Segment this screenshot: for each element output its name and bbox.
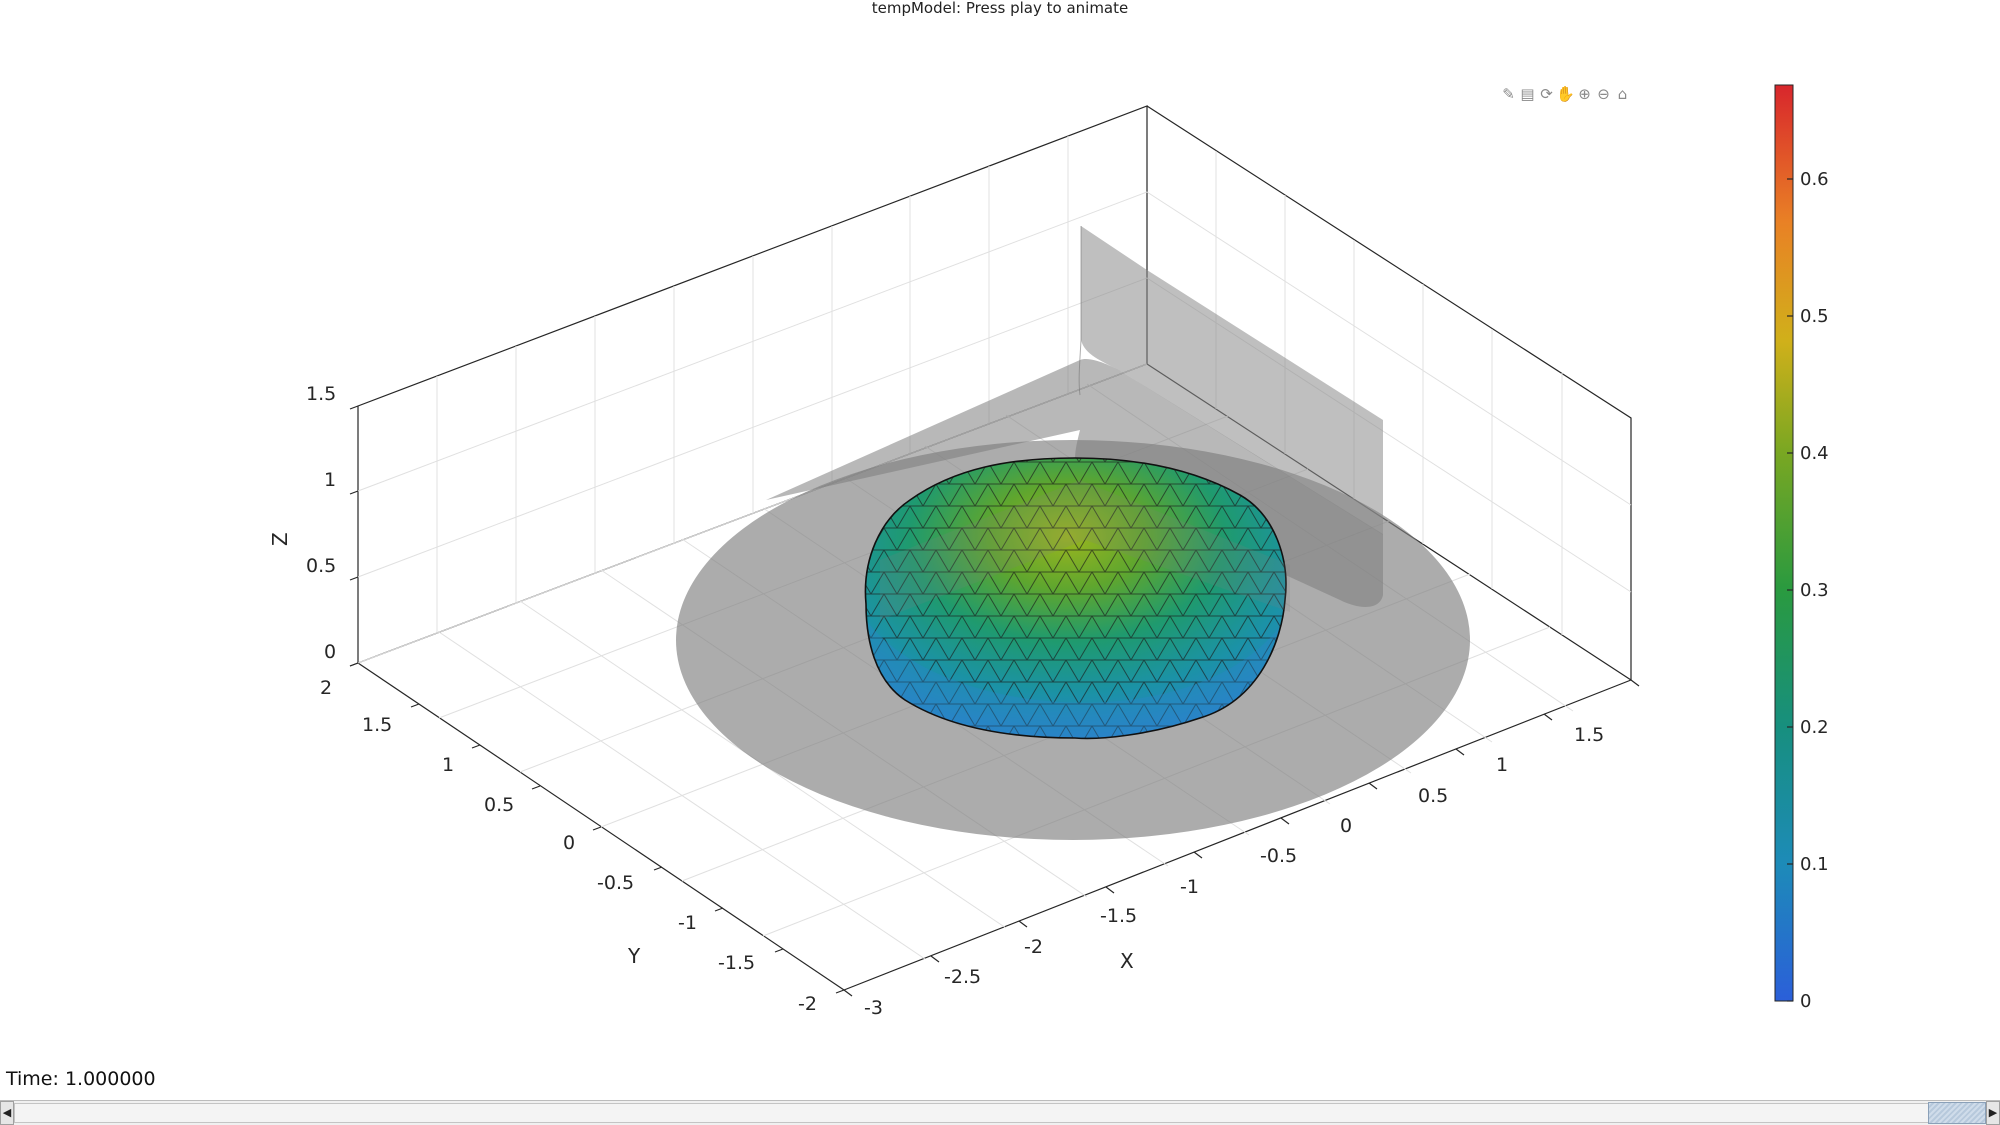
z-tick-label: 1: [324, 469, 336, 491]
figure-title: tempModel: Press play to animate: [871, 0, 1129, 17]
z-tick-label: 1.5: [306, 383, 336, 405]
slider-right-arrow[interactable]: ▶: [1986, 1101, 2000, 1125]
slider-track[interactable]: [14, 1103, 1986, 1123]
z-axis-ticks: [349, 405, 359, 667]
y-tick-label: 1.5: [362, 714, 392, 736]
colorbar[interactable]: [1774, 84, 1794, 1002]
y-tick-label: -0.5: [597, 872, 634, 894]
z-tick-label: 0.5: [306, 555, 336, 577]
z-tick-label: 0: [324, 641, 336, 663]
x-tick-label: -1: [1180, 876, 1199, 898]
x-tick-label: 1: [1496, 754, 1508, 776]
x-tick-label: -3: [864, 997, 883, 1019]
rotate-3d-icon[interactable]: ⟳: [1540, 85, 1553, 103]
y-tick-label: 0: [563, 832, 575, 854]
x-axis-label: X: [1120, 949, 1134, 973]
y-tick-label: 1: [442, 754, 454, 776]
x-tick-label: -2: [1024, 936, 1043, 958]
brush-icon[interactable]: ✎: [1502, 85, 1515, 103]
data-tips-icon[interactable]: ▤: [1520, 85, 1535, 103]
colorbar-tick-label: 0.1: [1800, 854, 1829, 875]
x-tick-label: 1.5: [1574, 724, 1604, 746]
y-tick-label: -2: [798, 993, 817, 1015]
x-tick-label: 0.5: [1418, 785, 1448, 807]
time-label: Time: 1.000000: [6, 1068, 156, 1090]
zoom-in-icon[interactable]: ⊕: [1578, 85, 1591, 103]
x-tick-label: -2.5: [944, 966, 981, 988]
colorbar-tick-label: 0.6: [1800, 169, 1829, 190]
y-tick-label: -1: [678, 912, 697, 934]
x-tick-label: -0.5: [1260, 845, 1297, 867]
colorbar-tick-label: 0.5: [1800, 306, 1829, 327]
zoom-out-icon[interactable]: ⊖: [1597, 85, 1610, 103]
colorbar-tick-label: 0.3: [1800, 580, 1829, 601]
y-axis-ticks: [349, 662, 845, 994]
colorbar-ticks: [1787, 178, 1793, 1002]
axes-toolbar: ✎ ▤ ⟳ ✋ ⊕ ⊖ ⌂: [1500, 84, 1631, 106]
z-axis-label: Z: [268, 532, 292, 546]
y-axis-label: Y: [627, 944, 641, 968]
slider-thumb[interactable]: [1928, 1102, 1986, 1124]
x-axis-ticks: [843, 679, 1640, 997]
y-tick-label: -1.5: [718, 952, 755, 974]
time-slider[interactable]: ◀ ▶: [0, 1100, 2000, 1125]
x-tick-label: 0: [1340, 815, 1352, 837]
y-tick-label: 0.5: [484, 794, 514, 816]
colorbar-tick-label: 0: [1800, 991, 1811, 1012]
home-icon[interactable]: ⌂: [1617, 85, 1628, 103]
slider-left-arrow[interactable]: ◀: [0, 1101, 14, 1125]
y-tick-label: 2: [320, 677, 332, 699]
pan-icon[interactable]: ✋: [1556, 85, 1575, 103]
x-tick-label: -1.5: [1100, 905, 1137, 927]
colorbar-tick-label: 0.2: [1800, 717, 1829, 738]
colorbar-tick-label: 0.4: [1800, 443, 1829, 464]
